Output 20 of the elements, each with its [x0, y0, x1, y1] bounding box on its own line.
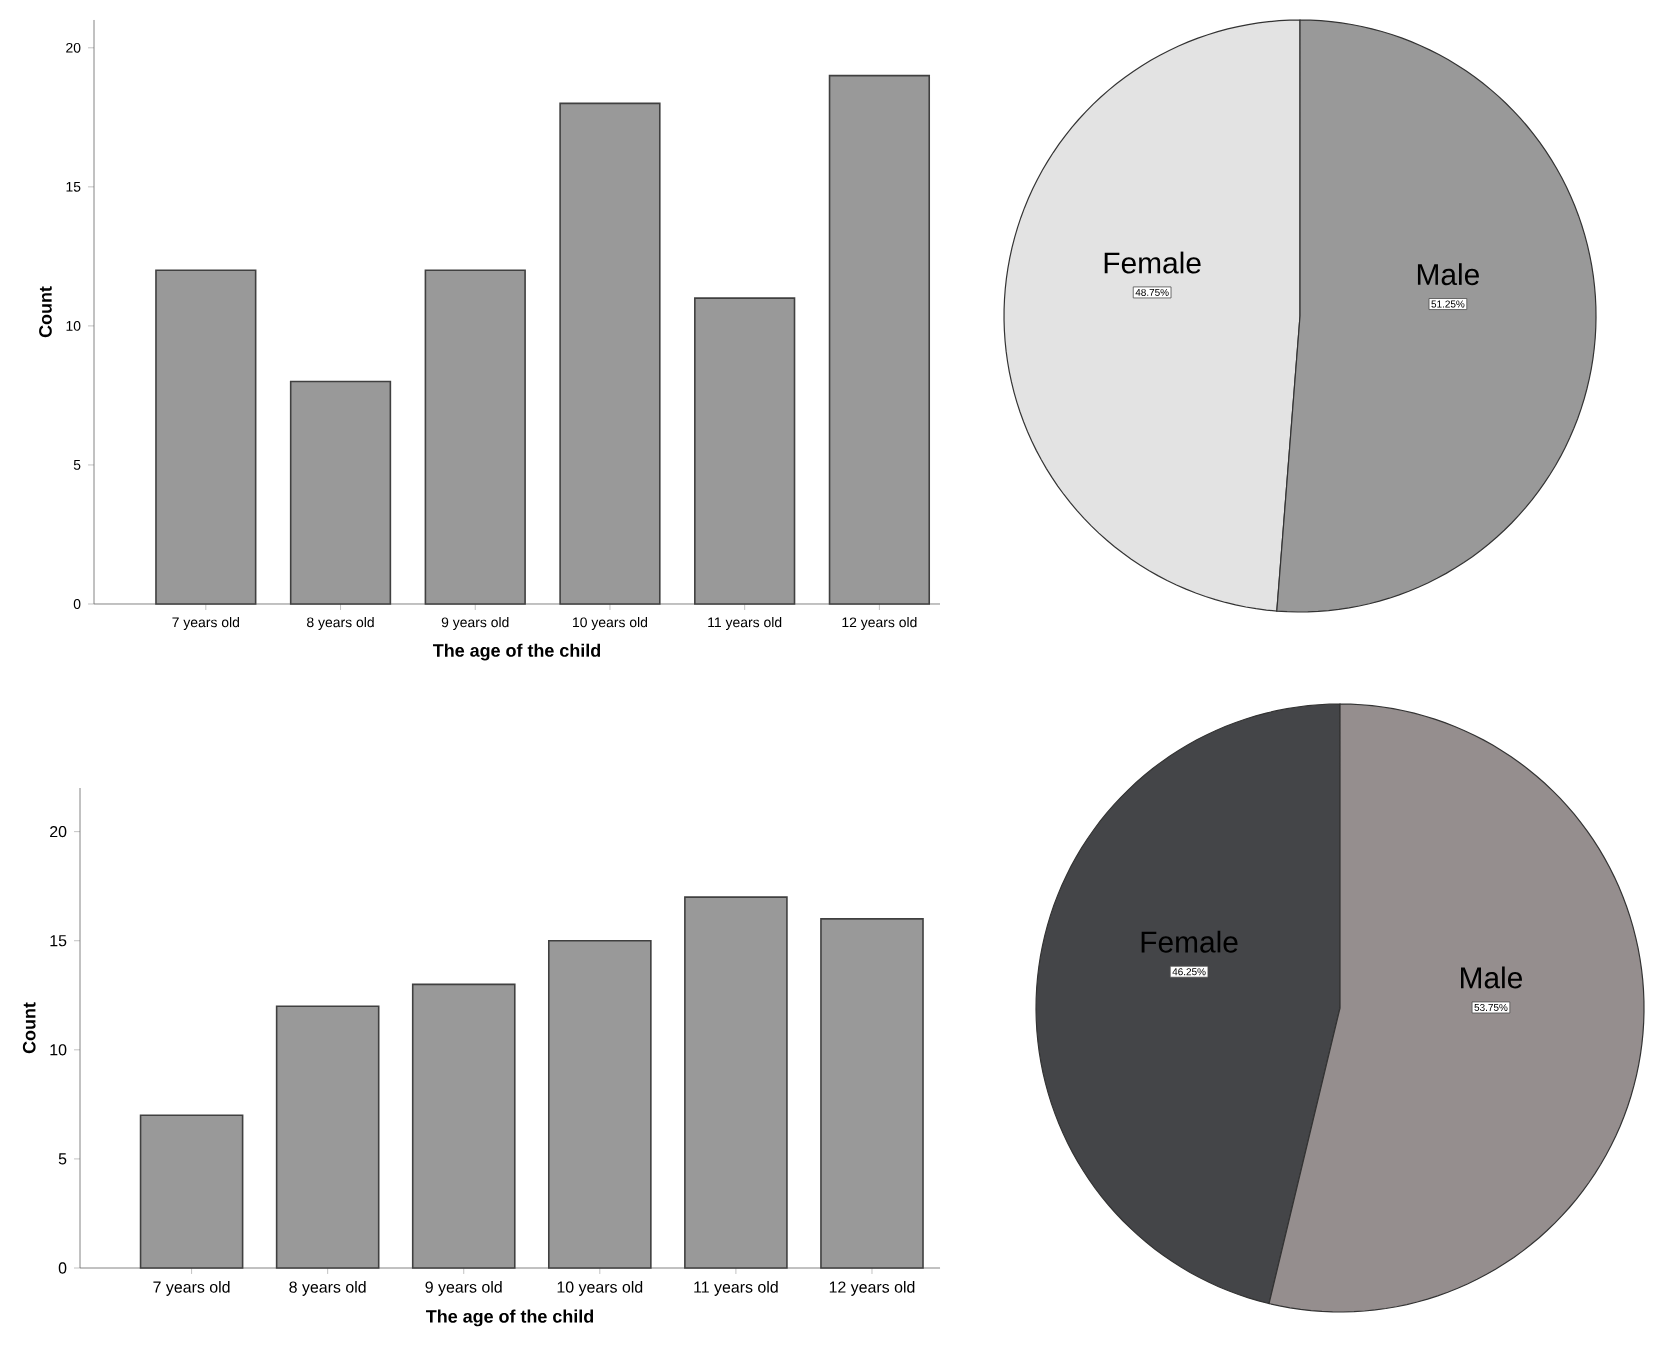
- y-axis-title: Count: [22, 1002, 36, 1054]
- bar: [424, 269, 526, 605]
- slice-label: Female: [1104, 251, 1201, 274]
- bar: [559, 102, 661, 605]
- bar: [820, 918, 924, 1269]
- slice-label: Male: [1417, 263, 1479, 286]
- bar: [289, 380, 392, 605]
- bar: [547, 939, 652, 1269]
- bar: [275, 1005, 380, 1269]
- bar: [694, 297, 796, 605]
- y-axis-title: Count: [39, 286, 52, 338]
- bar: [139, 1114, 244, 1269]
- slice-label: Male: [1461, 966, 1522, 989]
- bar: [684, 896, 788, 1269]
- x-axis-title: The age of the child: [433, 643, 601, 661]
- bar: [411, 983, 516, 1269]
- x-axis-title: The age of the child: [426, 1309, 594, 1327]
- bar: [155, 269, 257, 605]
- slice-label: Female: [1141, 930, 1238, 953]
- bar: [828, 74, 931, 605]
